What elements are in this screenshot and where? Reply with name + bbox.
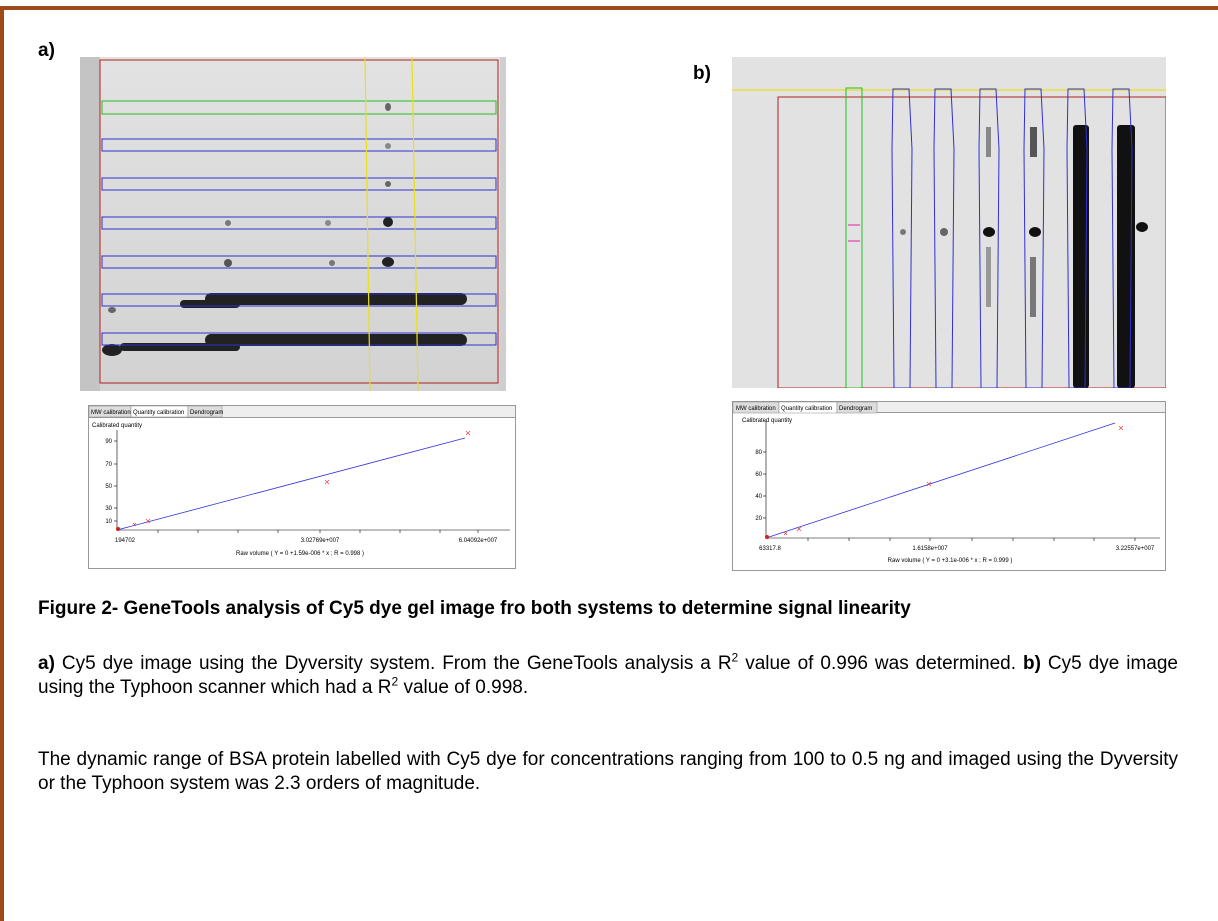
superscript: 2 — [391, 674, 399, 689]
tab[interactable]: Dendrogram — [839, 406, 872, 412]
calibration-window: MW calibration Quantity calibration Dend… — [88, 405, 516, 569]
y-tick-label: 30 — [105, 506, 112, 512]
paragraph: The dynamic range of BSA protein labelle… — [38, 749, 1178, 794]
y-tick-label: 50 — [105, 484, 112, 490]
y-axis-title: Calibrated quantity — [742, 418, 792, 424]
superscript: 2 — [731, 650, 739, 665]
page-border — [0, 6, 1218, 921]
x-axis-title: Raw volume ( Y = 0 +3.1e-006 * x ; R = 0… — [888, 558, 1013, 564]
x-tick-label: 194702 — [115, 538, 136, 544]
gel-image — [732, 57, 1166, 388]
panel-label: b) — [693, 63, 711, 84]
x-axis-title: Raw volume ( Y = 0 +1.59e-006 * x ; R = … — [236, 551, 364, 557]
paragraph: a) Cy5 dye image using the Dyversity sys… — [38, 652, 1178, 700]
tab[interactable]: MW calibration — [736, 406, 776, 412]
panel-ref: b) — [1022, 653, 1041, 674]
x-tick-label: 63317.8 — [759, 546, 781, 552]
text: Cy5 dye image using the Typhoon scanner … — [38, 653, 1178, 698]
x-tick-label: 1.6158e+007 — [912, 546, 948, 552]
x-tick-label: 6.04092e+007 — [459, 538, 498, 544]
y-tick-label: 40 — [755, 494, 762, 500]
x-tick-label: 3.22557e+007 — [1116, 546, 1155, 552]
tab[interactable]: Quantity calibration — [133, 410, 184, 416]
text: value of 0.998. — [403, 677, 529, 698]
y-axis-title: Calibrated quantity — [92, 423, 142, 429]
figure-caption: Figure 2- GeneTools analysis of Cy5 dye … — [38, 598, 911, 619]
panel-ref: a) — [38, 653, 55, 674]
tab[interactable]: MW calibration — [91, 410, 131, 416]
x-tick-label: 3.02769e+007 — [301, 538, 340, 544]
y-tick-label: 80 — [755, 450, 762, 456]
tab[interactable]: Quantity calibration — [781, 406, 832, 412]
panel-label: a) — [38, 40, 55, 61]
text: Cy5 dye image using the Dyversity system… — [61, 653, 732, 674]
text: value of 0.996 was determined. — [745, 653, 1017, 674]
y-tick-label: 20 — [755, 516, 762, 522]
y-tick-label: 70 — [105, 462, 112, 468]
gel-image — [80, 57, 506, 391]
tab[interactable]: Dendrogram — [190, 410, 223, 416]
calibration-window: MW calibration Quantity calibration Dend… — [732, 401, 1166, 571]
y-tick-label: 10 — [105, 519, 112, 525]
y-tick-label: 60 — [755, 472, 762, 478]
y-tick-label: 90 — [105, 439, 112, 445]
